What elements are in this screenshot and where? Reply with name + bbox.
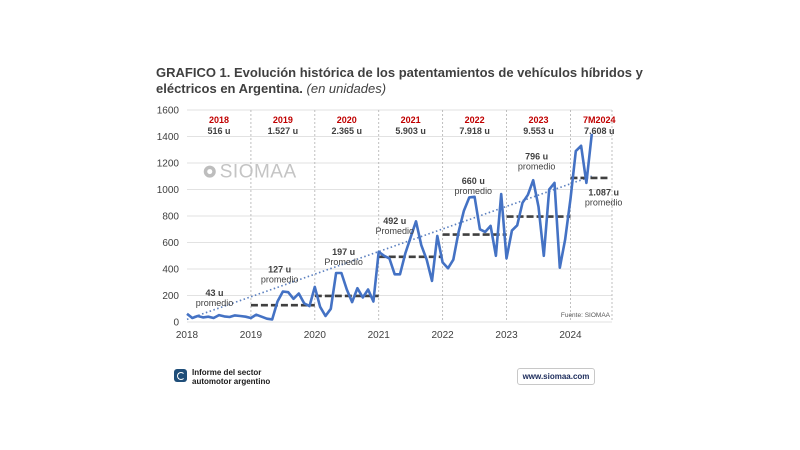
footer-tagline-line2: automotor argentino — [192, 377, 271, 386]
annotation-2020-value: 197 u — [332, 247, 355, 257]
annual-total-value: 7.918 u — [459, 126, 490, 136]
annual-total-year: 2023 — [528, 115, 548, 125]
annotation-2018-value: 43 u — [205, 288, 223, 298]
x-tick-label: 2018 — [176, 330, 199, 341]
y-tick-label: 200 — [162, 291, 179, 302]
annotation-2024-text: promedio — [585, 197, 623, 207]
annotation-2019-text: promedio — [261, 274, 299, 284]
annotation-2024-value: 1.087 u — [588, 187, 619, 197]
annual-total-value: 1.527 u — [268, 126, 299, 136]
annual-total-value: 5.903 u — [395, 126, 426, 136]
y-tick-label: 1600 — [157, 106, 180, 117]
annotation-2020-text: Promedio — [324, 257, 363, 267]
y-tick-label: 400 — [162, 265, 179, 276]
x-tick-label: 2019 — [240, 330, 263, 341]
annual-total-year: 7M2024 — [583, 115, 616, 125]
annual-total-value: 7.608 u — [584, 126, 615, 136]
watermark-text: SIOMAA — [220, 162, 297, 183]
annotation-2021-text: Promedio — [375, 226, 414, 236]
website-link[interactable]: www.siomaa.com — [517, 368, 595, 385]
annual-total-year: 2021 — [401, 115, 421, 125]
x-tick-label: 2020 — [304, 330, 327, 341]
series-line — [186, 133, 594, 321]
y-tick-label: 1200 — [157, 159, 180, 170]
annotation-2022-value: 660 u — [462, 176, 485, 186]
footer-tagline: Informe del sector automotor argentino — [192, 368, 270, 386]
trendline — [186, 175, 593, 321]
annotation-2019-value: 127 u — [268, 264, 291, 274]
x-tick-label: 2022 — [432, 330, 455, 341]
y-tick-label: 1000 — [157, 185, 180, 196]
x-tick-label: 2021 — [368, 330, 391, 341]
annual-total-value: 9.553 u — [523, 126, 554, 136]
y-tick-label: 0 — [173, 318, 179, 329]
y-tick-label: 800 — [162, 212, 179, 223]
source-note: Fuente: SIOMAA — [561, 312, 611, 319]
chart-title: GRAFICO 1. Evolución histórica de los pa… — [156, 65, 656, 97]
y-tick-label: 1400 — [157, 132, 180, 143]
annotation-2021-value: 492 u — [383, 216, 406, 226]
annual-total-value: 516 u — [207, 126, 230, 136]
annual-total-year: 2020 — [337, 115, 357, 125]
x-tick-label: 2023 — [495, 330, 518, 341]
annual-total-year: 2022 — [465, 115, 485, 125]
title-subtitle: (en unidades) — [306, 81, 387, 96]
annotation-2022-text: promedio — [455, 186, 493, 196]
annotation-2023-text: promedio — [518, 162, 556, 172]
annual-total-year: 2019 — [273, 115, 293, 125]
title-text: GRAFICO 1. Evolución histórica de los pa… — [156, 65, 643, 96]
y-tick-label: 600 — [162, 238, 179, 249]
annual-total-year: 2018 — [209, 115, 229, 125]
annotation-2023-value: 796 u — [525, 152, 548, 162]
x-tick-label: 2024 — [559, 330, 582, 341]
footer-tagline-line1: Informe del sector — [192, 368, 262, 377]
siomaa-logo-icon — [174, 369, 187, 382]
watermark-icon-inner — [207, 169, 213, 175]
annual-total-value: 2.365 u — [332, 126, 363, 136]
annotation-2018-text: promedio — [196, 298, 234, 308]
